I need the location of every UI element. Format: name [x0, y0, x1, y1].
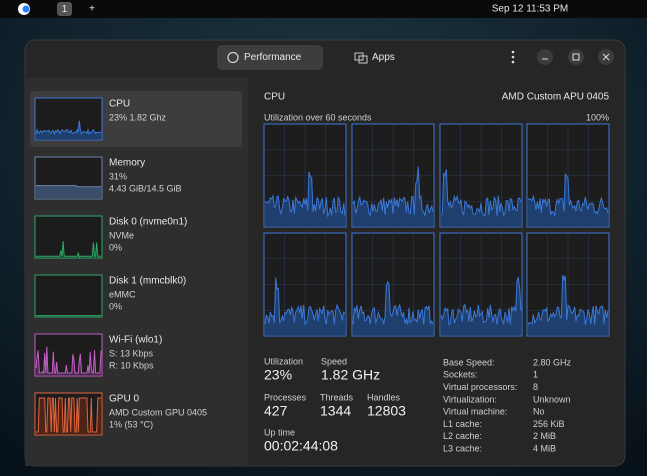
menu-button[interactable] — [511, 50, 515, 64]
maximize-button[interactable] — [568, 49, 584, 65]
sidebar-item-detail: S: 13 Kbps — [109, 348, 154, 358]
graph-line — [440, 275, 522, 327]
detail-value: No — [533, 407, 545, 417]
graph-max: 100% — [586, 112, 609, 122]
stat-value: 00:02:44:08 — [264, 438, 338, 454]
stat-value: 1.82 GHz — [321, 367, 380, 383]
sidebar-item-detail: R: 10 Kbps — [109, 360, 154, 370]
stat-value: 23% — [264, 367, 292, 383]
sidebar-item-name: Disk 0 (nvme0n1) — [109, 217, 187, 228]
cpu-model: AMD Custom APU 0405 — [502, 92, 610, 103]
detail-label: L3 cache: — [443, 443, 482, 453]
sidebar-item-detail: eMMC — [109, 289, 136, 299]
sidebar-item-detail: 0% — [109, 242, 122, 252]
detail-label: Virtual processors: — [443, 382, 517, 392]
graph-line — [36, 241, 101, 258]
detail-value: Unknown — [533, 394, 571, 404]
detail-value: 2 MiB — [533, 431, 556, 441]
graph-line — [36, 185, 101, 188]
stat-value: 427 — [264, 403, 288, 419]
graph-fill — [36, 120, 101, 139]
tab-active-bg — [217, 45, 323, 70]
stat-label: Processes — [264, 392, 307, 402]
sidebar-item-name: Memory — [109, 158, 145, 169]
maximize-icon — [572, 53, 580, 61]
stat-label: Up time — [264, 427, 295, 437]
thumb-frame — [34, 215, 103, 259]
main-title: CPU — [264, 92, 285, 103]
stat-label: Speed — [321, 356, 347, 366]
detail-value: 1 — [533, 370, 538, 380]
graph-fill — [36, 185, 101, 198]
graph-line — [527, 172, 609, 218]
sidebar-item-detail: 1% (53 °C) — [109, 419, 153, 429]
dot — [511, 50, 515, 54]
close-icon — [602, 53, 610, 61]
graph-fill — [528, 274, 608, 335]
detail-value: 8 — [533, 382, 538, 392]
sidebar-item-detail: 4.43 GiB/14.5 GiB — [109, 183, 182, 193]
detail-label: Base Speed: — [443, 357, 495, 367]
graph-line — [35, 120, 102, 136]
sidebar-item-detail: 0% — [109, 301, 122, 311]
graph-line — [264, 277, 346, 326]
sidebar-item-name: GPU 0 — [109, 394, 139, 405]
dot — [511, 60, 515, 64]
graph-fill — [353, 166, 433, 226]
graph-fill — [528, 174, 608, 226]
stat-label: Utilization — [264, 356, 303, 366]
detail-label: L2 cache: — [443, 431, 482, 441]
sidebar-item-detail: AMD Custom GPU 0405 — [109, 407, 207, 417]
thumb-frame — [34, 274, 103, 318]
detail-label: Virtual machine: — [443, 407, 507, 417]
detail-label: Sockets: — [443, 370, 478, 380]
stat-label: Threads — [320, 392, 354, 402]
sidebar-item-name: Disk 1 (mmcblk0) — [109, 276, 186, 287]
minimize-button[interactable] — [537, 49, 553, 65]
add-workspace[interactable]: + — [89, 4, 95, 15]
detail-label: Virtualization: — [443, 394, 497, 404]
graph-line — [440, 169, 522, 217]
sidebar-item-name: CPU — [109, 99, 130, 110]
graph-line — [35, 346, 102, 375]
sidebar-item-detail: NVMe — [109, 230, 134, 240]
graph-line — [264, 171, 346, 218]
top-bar — [0, 0, 647, 18]
apps-icon-2 — [358, 55, 368, 64]
graph-line — [352, 166, 434, 218]
stat-value: 12803 — [367, 403, 406, 419]
stat-value: 1344 — [320, 403, 351, 419]
workspace-button[interactable] — [57, 2, 72, 16]
graph-label: Utilization over 60 seconds — [264, 112, 372, 122]
clock[interactable]: Sep 12 11:53 PM — [492, 4, 569, 15]
dot — [511, 55, 515, 59]
tab-performance[interactable]: Performance — [244, 52, 302, 63]
graph-fill — [265, 171, 345, 226]
sidebar-item-name: Wi-Fi (wlo1) — [109, 335, 162, 346]
detail-value: 256 KiB — [533, 419, 565, 429]
graph-fill — [353, 281, 433, 335]
performance-icon — [227, 51, 239, 64]
workspace-label: 1 — [62, 4, 68, 15]
sidebar-item-detail: 23% 1.82 Ghz — [109, 112, 167, 122]
graph-line — [36, 397, 101, 433]
stat-label: Handles — [367, 392, 401, 402]
graph-fill — [441, 277, 521, 335]
detail-label: L1 cache: — [443, 419, 482, 429]
tab-apps[interactable]: Apps — [372, 52, 395, 63]
detail-value: 2.80 GHz — [533, 357, 572, 367]
graph-fill — [441, 169, 521, 226]
graph-line — [352, 280, 434, 326]
sidebar-item-detail: 31% — [109, 171, 127, 181]
launcher-dot — [22, 5, 30, 13]
graph-line — [527, 274, 609, 326]
detail-value: 4 MiB — [533, 443, 556, 453]
